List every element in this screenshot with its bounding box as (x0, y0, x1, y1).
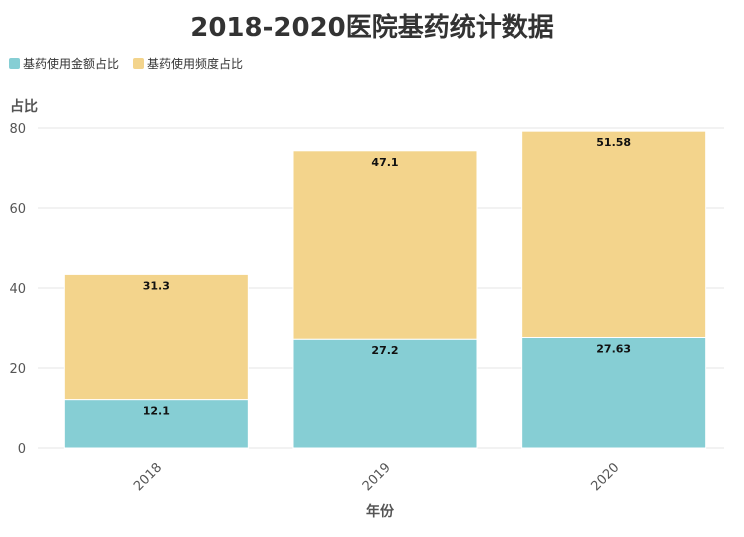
bars (63, 130, 707, 449)
x-axis-title: 年份 (366, 503, 395, 520)
y-tick-label: 0 (18, 442, 26, 457)
y-axis-ticks: 0 20 40 60 80 (9, 122, 26, 457)
y-tick-label: 20 (9, 362, 26, 377)
y-tick-label: 80 (9, 122, 26, 137)
data-label: 47.1 (371, 156, 398, 169)
bar-frequency-2018[interactable] (63, 273, 249, 401)
x-axis-ticks: 2018 2019 2020 (131, 460, 622, 494)
bar-amount-2018[interactable] (63, 399, 249, 449)
legend-swatch-amount (9, 58, 20, 69)
y-tick-label: 60 (9, 202, 26, 217)
data-label: 12.1 (143, 405, 170, 418)
x-tick-label: 2018 (131, 460, 165, 494)
legend-label-amount: 基药使用金额占比 (23, 56, 119, 71)
legend-item-amount[interactable]: 基药使用金额占比 (9, 56, 119, 71)
data-label: 27.63 (596, 342, 631, 355)
legend-label-frequency: 基药使用频度占比 (147, 56, 243, 71)
bar-frequency-2019[interactable] (292, 150, 478, 340)
y-axis-title: 占比 (10, 98, 38, 115)
data-label: 51.58 (596, 136, 631, 149)
x-tick-label: 2019 (360, 460, 394, 494)
y-tick-label: 40 (9, 282, 26, 297)
data-label: 31.3 (143, 279, 170, 292)
x-tick-label: 2020 (588, 460, 622, 494)
data-labels: 12.1 31.3 27.2 47.1 27.63 51.58 (143, 136, 631, 417)
legend: 基药使用金额占比 基药使用频度占比 (9, 56, 243, 71)
bar-frequency-2020[interactable] (521, 130, 707, 338)
chart-title: 2018-2020医院基药统计数据 (190, 12, 554, 43)
legend-item-frequency[interactable]: 基药使用频度占比 (133, 56, 243, 71)
data-label: 27.2 (371, 344, 398, 357)
legend-swatch-frequency (133, 58, 144, 69)
